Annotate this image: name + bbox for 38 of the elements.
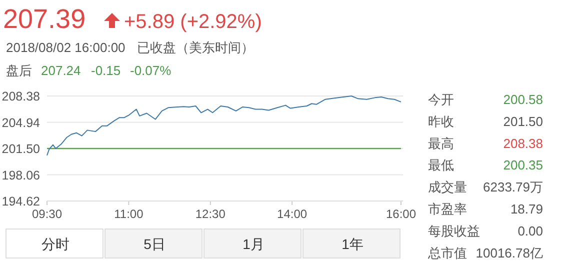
ytick: 208.38: [2, 90, 40, 104]
annotation: 207.24: [41, 63, 81, 78]
card-label: 昨收: [428, 114, 454, 129]
card-value: 0.00: [518, 223, 543, 238]
ytick: 201.50: [2, 142, 40, 156]
tab-label: 1月: [242, 236, 264, 252]
tab-label: 1年: [342, 236, 364, 252]
subtitle: +5.89 (+2.92%): [124, 11, 262, 33]
annotation: 盘后: [6, 63, 32, 78]
card-label: 最高: [428, 136, 454, 151]
xtick: 09:30: [32, 207, 62, 221]
annotation: 已收盘（美东时间）: [137, 40, 254, 55]
ytick: 198.06: [2, 168, 40, 182]
card-label: 市盈率: [428, 202, 467, 216]
card-label: 总市值: [428, 245, 467, 260]
card-value: 200.58: [503, 92, 543, 107]
card-value: 6233.79万: [483, 180, 543, 195]
card-label: 今开: [428, 92, 454, 107]
annotation: 2018/08/02 16:00:00: [6, 40, 126, 55]
title: 207.39: [3, 4, 86, 34]
card-label: 成交量: [428, 180, 467, 195]
card-label: 每股收益: [428, 223, 480, 238]
card-value: 18.79: [510, 202, 543, 216]
xtick: 11:00: [114, 207, 144, 221]
card-value: 208.38: [503, 136, 543, 151]
card-label: 最低: [428, 158, 454, 173]
card-value: 200.35: [503, 158, 543, 173]
tab-label: 分时: [42, 236, 70, 252]
card-value: 10016.78亿: [476, 245, 543, 260]
xtick: 16:00: [386, 207, 416, 221]
annotation: -0.07%: [130, 63, 172, 78]
xtick: 14:00: [277, 207, 308, 221]
ytick: 204.94: [2, 116, 40, 130]
tab-label: 5日: [144, 236, 166, 252]
xtick: 12:30: [195, 207, 226, 221]
card-value: 201.50: [503, 114, 543, 129]
ytick: 194.62: [2, 194, 40, 208]
annotation: -0.15: [91, 63, 121, 78]
